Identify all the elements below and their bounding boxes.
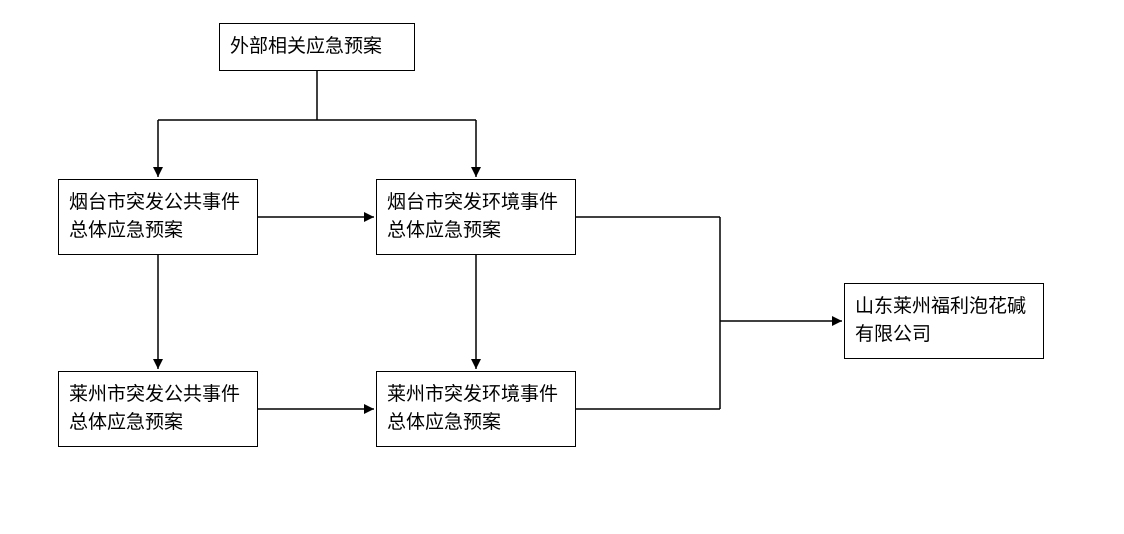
node-label: 莱州市突发环境事件总体应急预案: [387, 381, 565, 438]
node-label: 山东莱州福利泡花碱有限公司: [855, 293, 1033, 350]
node-label: 烟台市突发环境事件总体应急预案: [387, 189, 565, 246]
node-top: 外部相关应急预案: [219, 23, 415, 71]
node-right: 山东莱州福利泡花碱有限公司: [844, 283, 1044, 359]
node-left-bot: 莱州市突发公共事件总体应急预案: [58, 371, 258, 447]
node-center-bot: 莱州市突发环境事件总体应急预案: [376, 371, 576, 447]
node-center-mid: 烟台市突发环境事件总体应急预案: [376, 179, 576, 255]
node-label: 外部相关应急预案: [230, 33, 382, 62]
node-left-mid: 烟台市突发公共事件总体应急预案: [58, 179, 258, 255]
node-label: 烟台市突发公共事件总体应急预案: [69, 189, 247, 246]
node-label: 莱州市突发公共事件总体应急预案: [69, 381, 247, 438]
flowchart-edges: [0, 0, 1124, 534]
